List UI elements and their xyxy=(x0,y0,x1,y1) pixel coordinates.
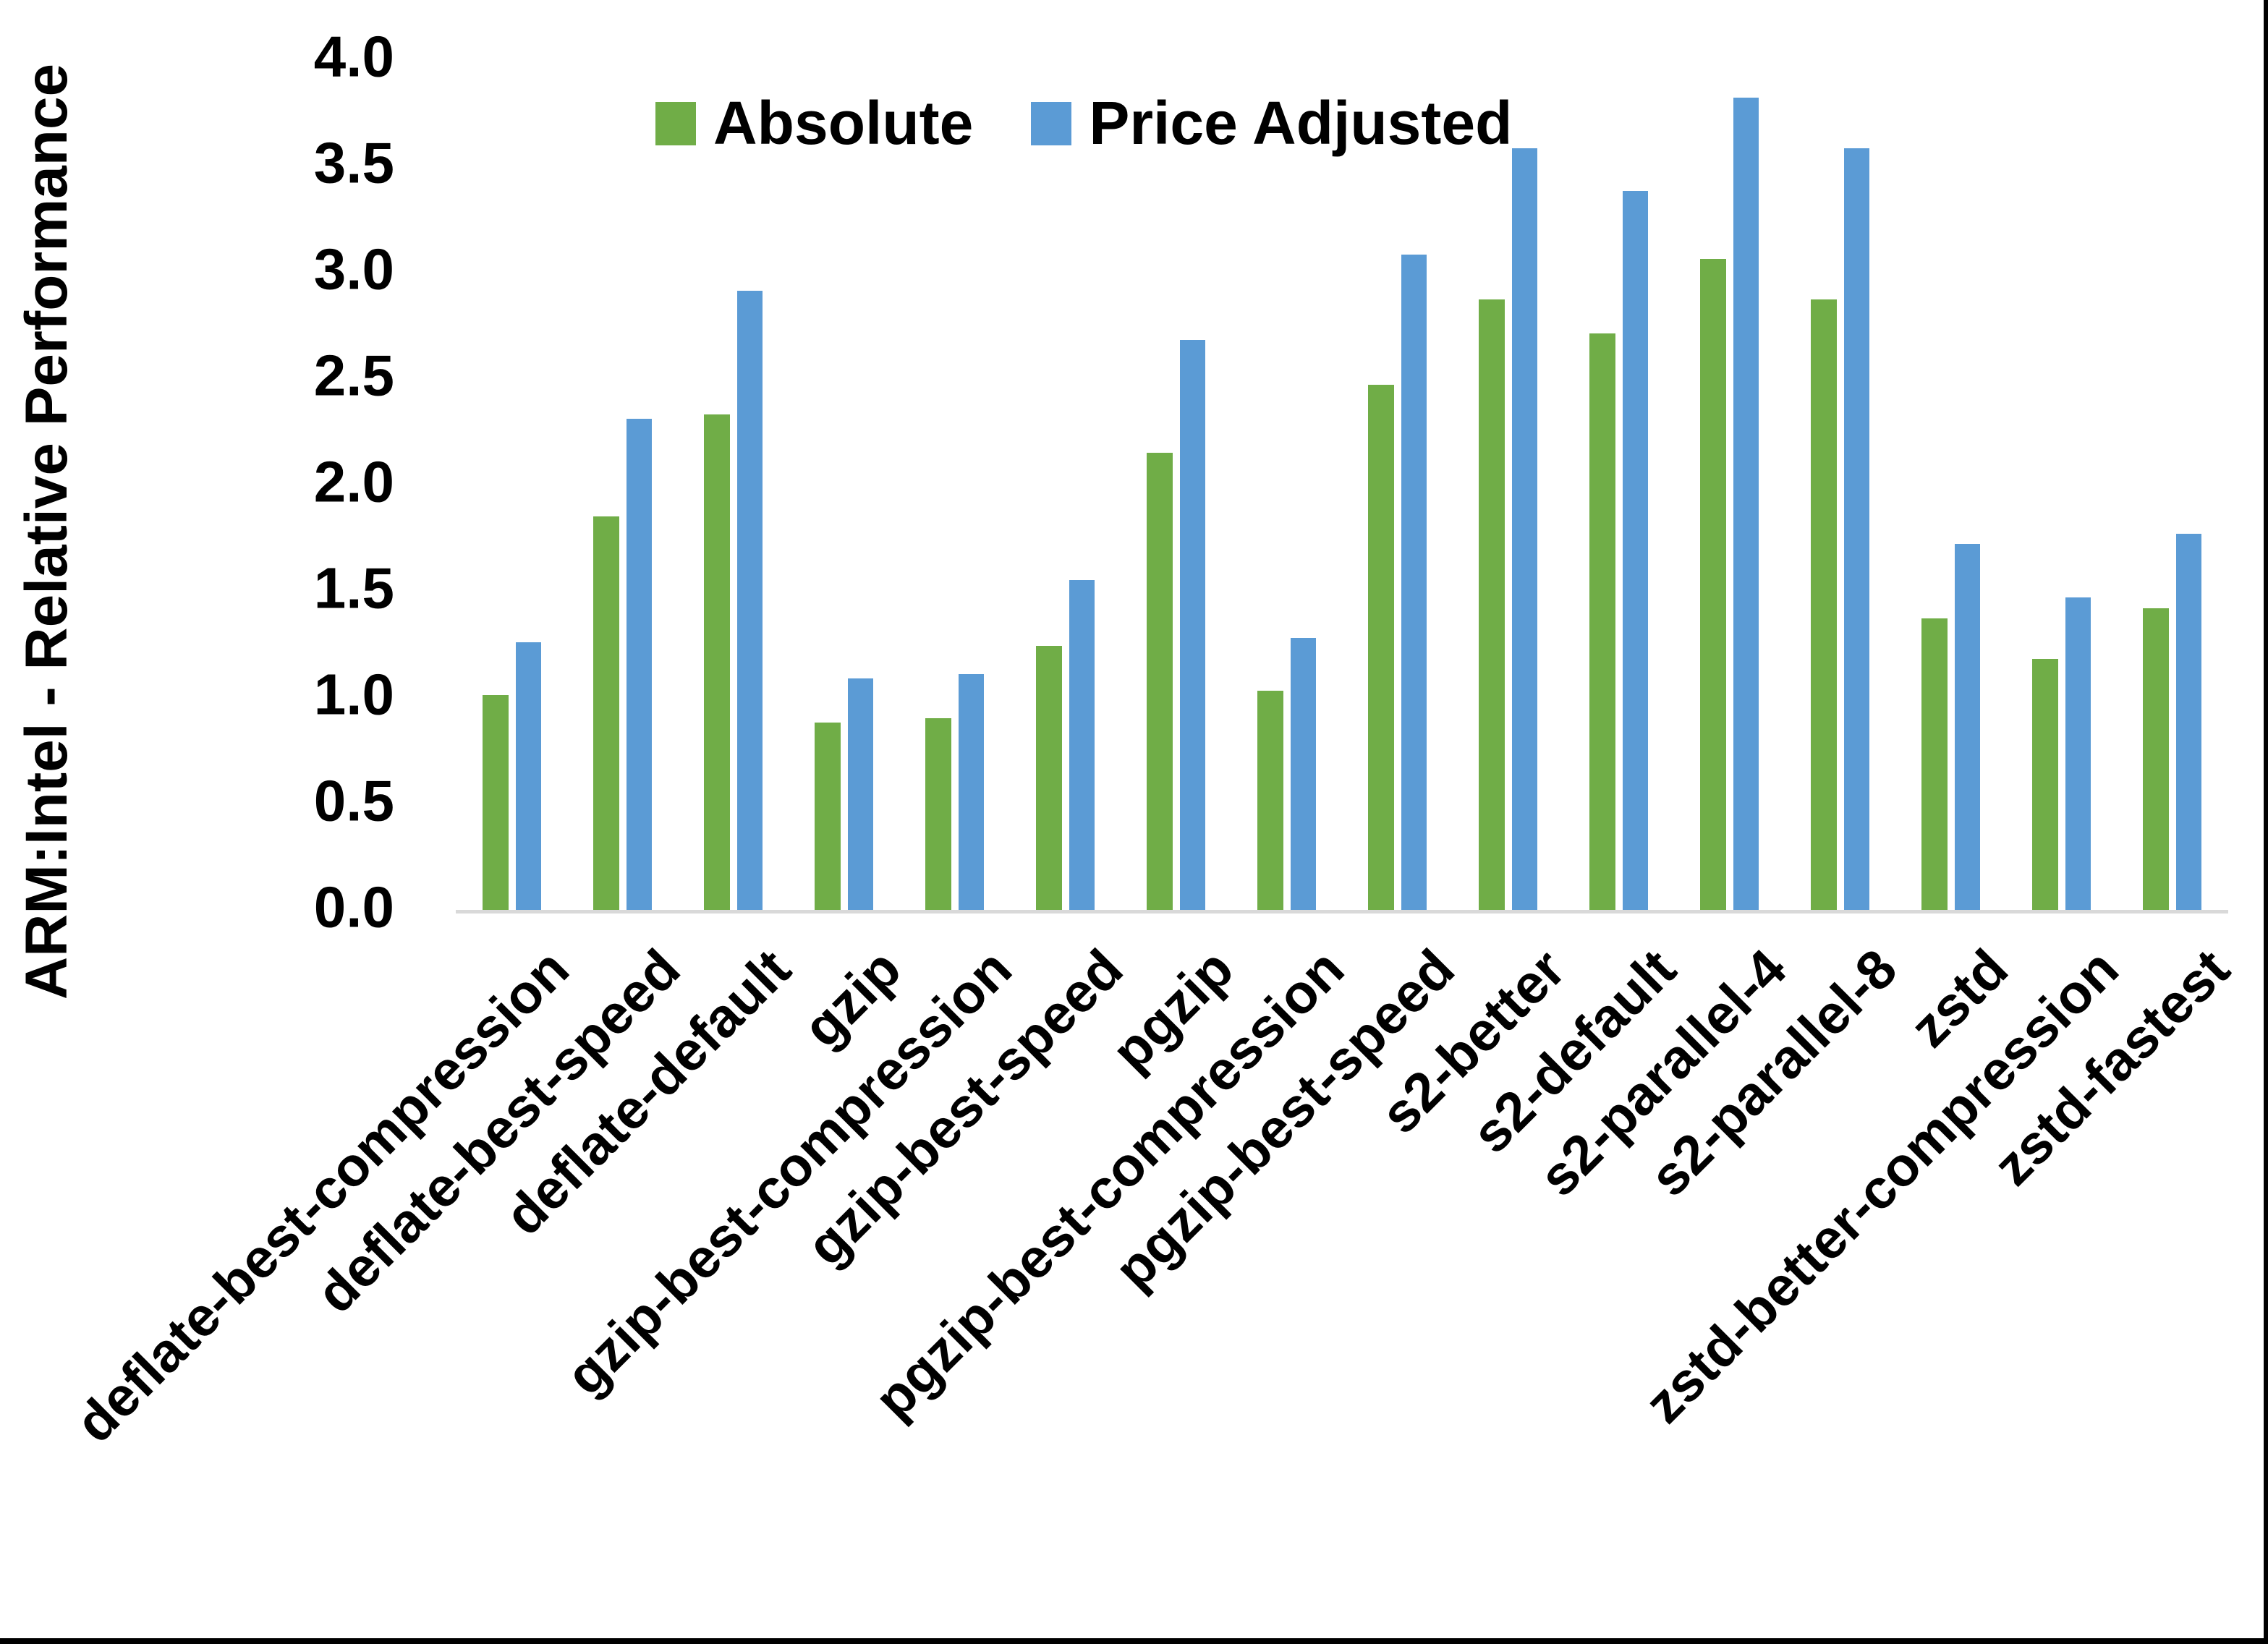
bar-absolute xyxy=(925,718,951,910)
screenshot-right-border xyxy=(2264,0,2268,1644)
legend-label-price-adjusted: Price Adjusted xyxy=(1089,89,1513,157)
y-tick-label: 0.0 xyxy=(313,874,394,940)
bar-absolute xyxy=(1811,299,1837,910)
bar-price-adjusted xyxy=(1069,580,1095,910)
bar-absolute xyxy=(1589,333,1615,910)
bar-price-adjusted xyxy=(2065,597,2091,910)
bar-absolute xyxy=(1700,259,1726,910)
bar-absolute xyxy=(1036,646,1062,910)
legend: Absolute Price Adjusted xyxy=(655,88,1512,158)
bar-price-adjusted xyxy=(848,678,873,910)
bar-price-adjusted xyxy=(1291,638,1316,910)
bar-absolute xyxy=(1147,453,1173,910)
bar-absolute xyxy=(704,414,730,910)
bar-absolute xyxy=(2143,608,2169,910)
bar-price-adjusted xyxy=(2176,534,2201,910)
bar-price-adjusted xyxy=(1401,255,1427,910)
bar-price-adjusted xyxy=(1623,191,1648,910)
bar-absolute xyxy=(2032,659,2058,910)
bar-price-adjusted xyxy=(1955,544,1980,910)
y-tick-label: 2.5 xyxy=(313,343,394,408)
y-tick-label: 4.0 xyxy=(313,24,394,89)
bar-absolute xyxy=(1921,618,1948,910)
y-tick-label: 3.5 xyxy=(313,130,394,195)
y-tick-label: 3.0 xyxy=(313,237,394,302)
bar-price-adjusted xyxy=(737,291,763,910)
x-axis-line xyxy=(456,910,2228,913)
y-tick-label: 0.5 xyxy=(313,768,394,833)
bar-absolute xyxy=(815,723,841,910)
bar-price-adjusted xyxy=(516,642,541,910)
y-tick-label: 2.0 xyxy=(313,449,394,514)
bar-absolute xyxy=(593,516,619,910)
bar-absolute xyxy=(1479,299,1505,910)
bar-price-adjusted xyxy=(627,419,652,910)
y-axis-title: ARM:Intel - Relative Performance xyxy=(14,63,80,1000)
bar-price-adjusted xyxy=(1844,148,1869,910)
bar-absolute xyxy=(1257,691,1283,910)
bar-absolute xyxy=(483,695,509,910)
bar-absolute xyxy=(1368,385,1394,910)
legend-swatch-absolute xyxy=(655,101,696,145)
screenshot-bottom-border xyxy=(0,1638,2268,1644)
legend-swatch-price-adjusted xyxy=(1031,101,1072,145)
bar-price-adjusted xyxy=(1180,340,1205,910)
bar-price-adjusted xyxy=(959,674,984,910)
bar-price-adjusted xyxy=(1733,98,1759,910)
legend-label-absolute: Absolute xyxy=(713,89,974,157)
y-tick-label: 1.5 xyxy=(313,555,394,621)
bar-price-adjusted xyxy=(1512,148,1537,910)
y-tick-label: 1.0 xyxy=(313,662,394,727)
